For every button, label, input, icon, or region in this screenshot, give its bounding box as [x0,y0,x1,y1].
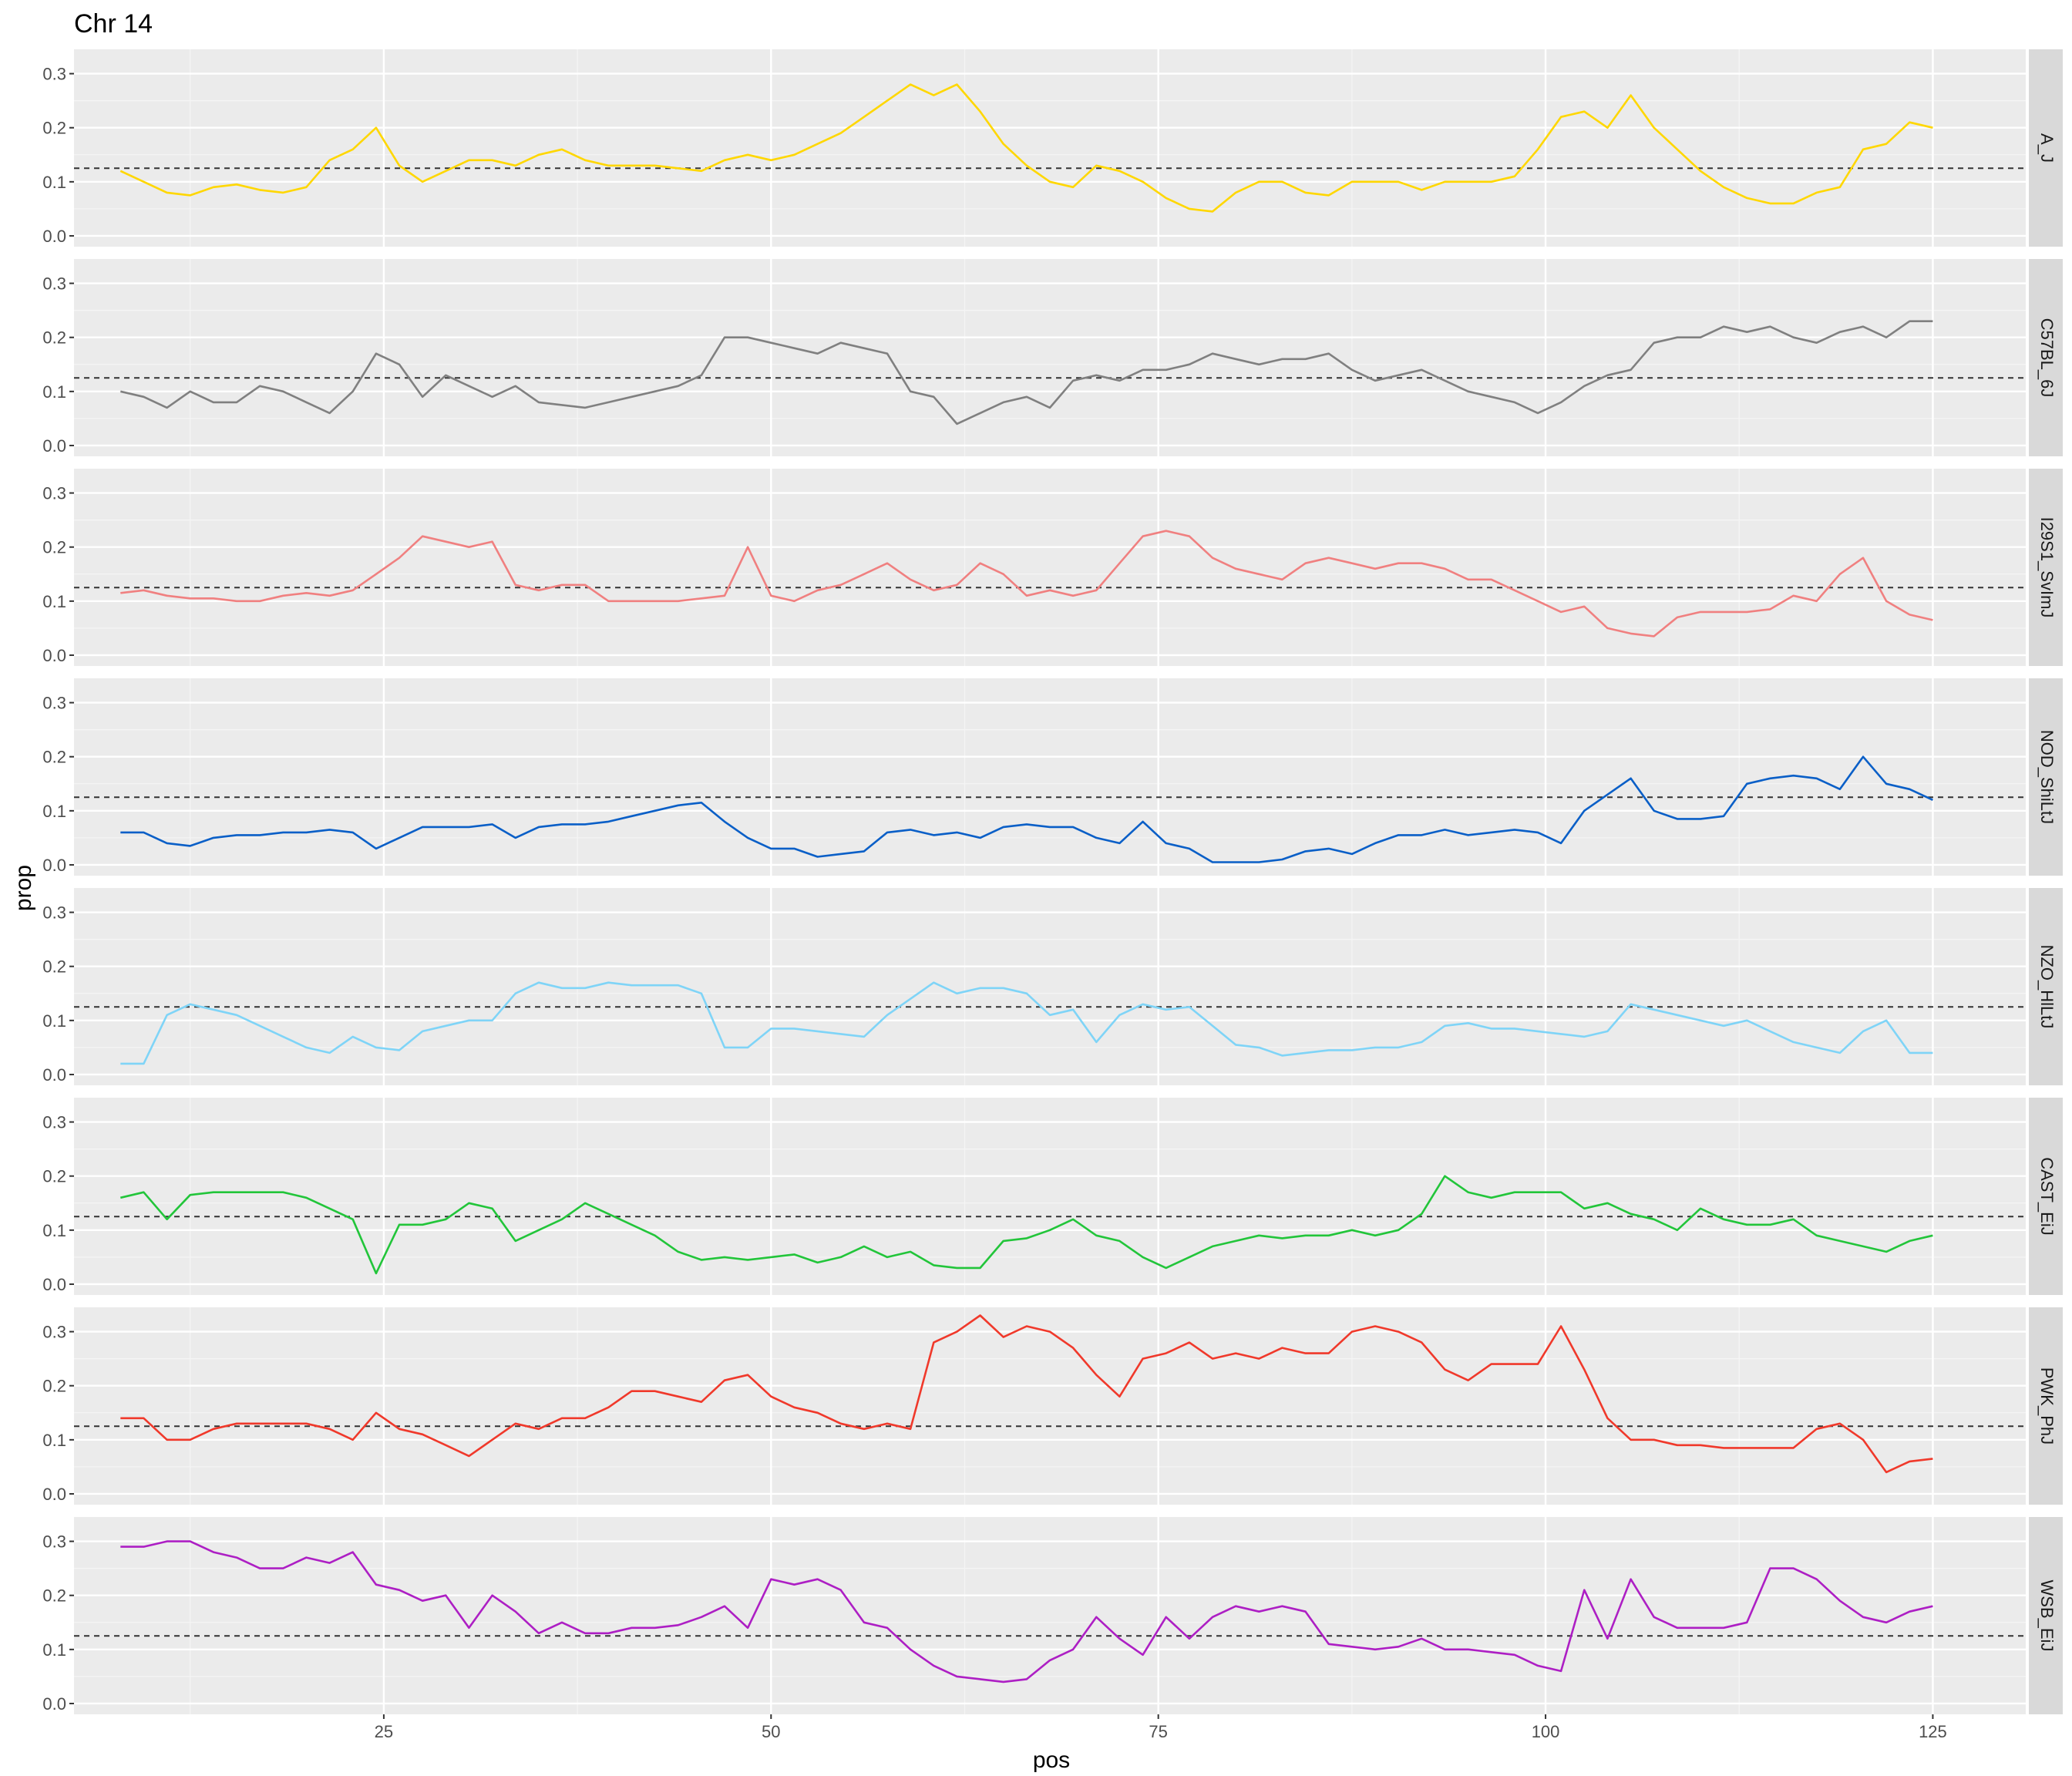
series-line-pwk-phj [120,1314,1933,1474]
y-tick-label: 0.2 [42,119,66,138]
series-line-nzo-hlltj [120,981,1933,1065]
panel-background [74,259,2026,456]
facet-panel-c57bl-6j: 0.0 0.1 0.2 0.3 C57BL_6J [42,259,2063,456]
y-tick-label: 0.3 [42,1323,66,1342]
y-tick-label: 0.3 [42,484,66,503]
y-tick-label: 0.0 [42,1065,66,1085]
y-tick-label: 0.3 [42,65,66,84]
series-line-wsb-eij [120,1540,1933,1684]
y-tick-label: 0.2 [42,538,66,557]
y-tick-label: 0.3 [42,1113,66,1132]
facet-strip [2029,678,2063,876]
chart-title: Chr 14 [74,9,153,39]
facet-strip-label: C57BL_6J [2037,318,2057,398]
series-line-i29s1-svimj [120,530,1933,637]
series-line-nod-shiltj [120,755,1933,863]
y-tick-label: 0.1 [42,1011,66,1031]
facet-strip-label: NOD_ShiLtJ [2037,730,2057,824]
y-tick-label: 0.2 [42,748,66,767]
y-tick-label: 0.3 [42,274,66,294]
facet-panel-a-j: 0.0 0.1 0.2 0.3 A_J [42,49,2063,247]
y-tick-label: 0.3 [42,903,66,923]
y-tick-label: 0.0 [42,436,66,456]
x-tick-label: 100 [1532,1722,1560,1741]
facet-strip [2029,1098,2063,1295]
facet-strip [2029,1517,2063,1714]
y-tick-label: 0.1 [42,173,66,192]
panel-background [74,49,2026,247]
y-tick-label: 0.0 [42,227,66,246]
facet-panel-wsb-eij: 0.0 0.1 0.2 0.3 WSB_EiJ [42,1517,2063,1714]
facet-panel-i29s1-svimj: 0.0 0.1 0.2 0.3 I29S1_SvImJ [42,469,2063,666]
y-tick-label: 0.2 [42,328,66,348]
y-tick-label: 0.1 [42,382,66,402]
y-tick-label: 0.2 [42,1586,66,1606]
facet-strip-label: A_J [2037,133,2057,163]
facet-strip-label: NZO_HlLtJ [2037,945,2057,1029]
facet-panels: 0.00.10.20.3A_J0.00.10.20.3C57BL_6J0.00.… [42,49,2063,1714]
y-tick-label: 0.0 [42,646,66,665]
facet-panel-cast-eij: 0.0 0.1 0.2 0.3 CAST_EiJ [42,1098,2063,1295]
facet-strip-label: PWK_PhJ [2037,1367,2057,1445]
y-tick-label: 0.1 [42,1640,66,1660]
x-axis-title: pos [1033,1747,1070,1773]
facet-strip [2029,259,2063,456]
panel-background [74,1098,2026,1295]
panel-background [74,888,2026,1085]
panel-background [74,1517,2026,1714]
x-tick-label: 25 [375,1722,393,1741]
facet-panel-pwk-phj: 0.0 0.1 0.2 0.3 PWK_PhJ [42,1307,2063,1505]
y-tick-label: 0.0 [42,856,66,875]
series-line-a-j [119,83,1933,213]
y-tick-label: 0.0 [42,1694,66,1714]
y-tick-label: 0.2 [42,1167,66,1186]
facet-strip-label: CAST_EiJ [2037,1157,2057,1235]
series-line-c57bl-6j [120,320,1933,426]
y-tick-label: 0.1 [42,1431,66,1450]
y-tick-label: 0.0 [42,1485,66,1504]
x-axis: 25 50 75 100 125 [375,1714,1947,1741]
facet-strip [2029,1307,2063,1505]
y-tick-label: 0.3 [42,694,66,713]
y-tick-label: 0.1 [42,1221,66,1240]
y-axis-title: prop [11,865,36,911]
y-tick-label: 0.3 [42,1532,66,1552]
facet-strip [2029,888,2063,1085]
x-tick-label: 50 [762,1722,780,1741]
x-tick-label: 75 [1149,1722,1167,1741]
y-tick-label: 0.2 [42,1377,66,1396]
series-line-cast-eij [120,1175,1933,1275]
y-tick-label: 0.2 [42,957,66,977]
panel-background [74,469,2026,666]
facet-strip-label: I29S1_SvImJ [2037,517,2057,618]
panel-background [74,678,2026,876]
facet-strip [2029,49,2063,247]
y-tick-label: 0.1 [42,802,66,821]
facet-panel-nod-shiltj: 0.0 0.1 0.2 0.3 NOD_ShiLtJ [42,678,2063,876]
panel-background [74,1307,2026,1505]
facet-panel-nzo-hlltj: 0.0 0.1 0.2 0.3 NZO_HlLtJ [42,888,2063,1085]
y-tick-label: 0.0 [42,1275,66,1294]
facet-strip [2029,469,2063,666]
facet-strip-label: WSB_EiJ [2037,1580,2057,1652]
x-tick-label: 125 [1919,1722,1947,1741]
y-tick-label: 0.1 [42,592,66,611]
